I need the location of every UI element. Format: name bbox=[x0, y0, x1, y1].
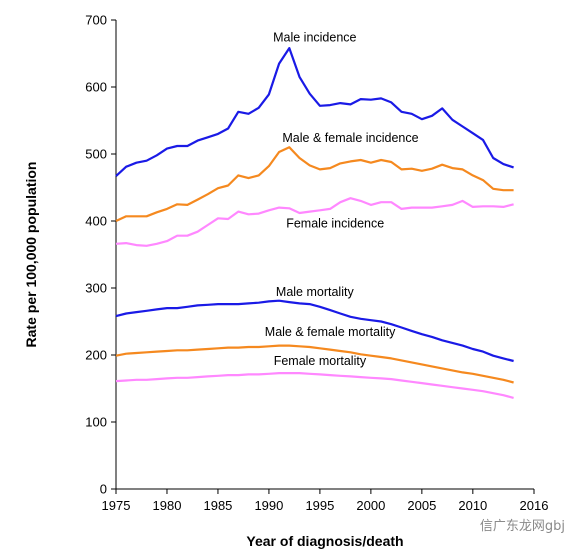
series-line-male-and-female-incidence bbox=[115, 146, 514, 222]
y-tick-label: 500 bbox=[85, 147, 107, 162]
x-tick-label: 1980 bbox=[153, 498, 182, 513]
x-tick-label: 1995 bbox=[305, 498, 334, 513]
series-annotation: Male & female mortality bbox=[265, 325, 396, 339]
axes: 0 100 200 300 400 500 600 700 1975 1980 1985 1990 19… bbox=[85, 13, 548, 514]
x-tick-label: 2005 bbox=[407, 498, 436, 513]
y-axis-title: Rate per 100,000 population bbox=[23, 162, 39, 348]
series-annotation: Female incidence bbox=[286, 217, 384, 231]
y-tick-label: 100 bbox=[85, 415, 107, 430]
y-tick-label: 600 bbox=[85, 80, 107, 95]
x-tick-label: 2010 bbox=[458, 498, 487, 513]
series-group bbox=[115, 46, 514, 399]
x-axis-title: Year of diagnosis/death bbox=[246, 533, 403, 549]
y-tick-label: 400 bbox=[85, 214, 107, 229]
x-tick-label: 1990 bbox=[254, 498, 283, 513]
series-line-female-incidence bbox=[115, 197, 514, 247]
y-tick-label: 700 bbox=[85, 13, 107, 28]
x-tick-label: 1985 bbox=[203, 498, 232, 513]
x-tick-label: 1975 bbox=[102, 498, 131, 513]
series-annotation: Female mortality bbox=[274, 354, 367, 368]
series-annotation: Male incidence bbox=[273, 30, 356, 44]
series-annotation: Male & female incidence bbox=[282, 131, 418, 145]
annotation-group: Male incidence Male & female incidence Fem… bbox=[265, 30, 419, 368]
series-line-male-incidence bbox=[115, 46, 514, 177]
series-line-female-mortality bbox=[115, 372, 514, 399]
y-tick-label: 300 bbox=[85, 281, 107, 296]
series-line-male-mortality bbox=[115, 299, 514, 363]
series-annotation: Male mortality bbox=[276, 285, 355, 299]
y-tick-label: 0 bbox=[100, 482, 107, 497]
x-tick-label: 2000 bbox=[356, 498, 385, 513]
series-line-male-and-female-mortality bbox=[115, 344, 514, 384]
y-tick-label: 200 bbox=[85, 348, 107, 363]
x-tick-label: 2016 bbox=[520, 498, 549, 513]
watermark-text: 信广东龙网gbj bbox=[480, 519, 565, 534]
